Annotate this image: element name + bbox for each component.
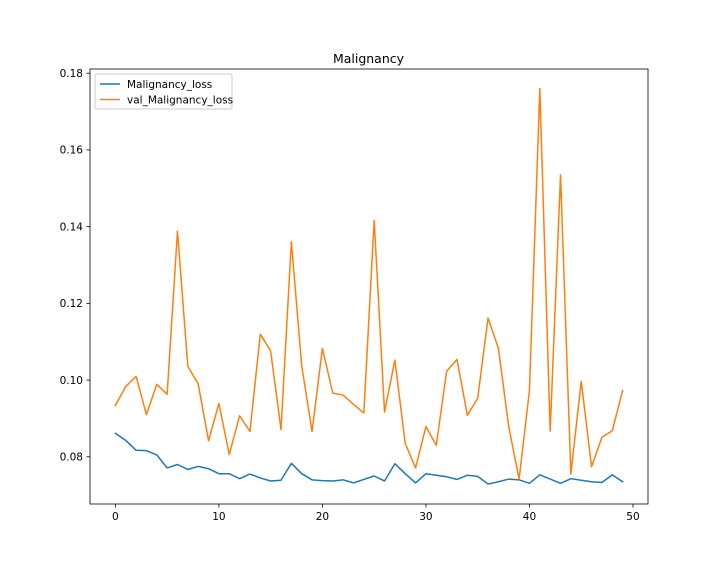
y-axis: 0.08 0.10 0.12 0.14 0.16 0.18 bbox=[60, 68, 90, 464]
series-line-0 bbox=[114, 432, 624, 485]
x-tick-label: 10 bbox=[212, 511, 225, 523]
x-tick-label: 50 bbox=[626, 511, 639, 523]
y-tick-label: 0.08 bbox=[60, 452, 83, 464]
chart-title: Malignancy bbox=[333, 51, 405, 66]
y-tick-label: 0.16 bbox=[60, 145, 84, 157]
series-layer bbox=[114, 87, 624, 485]
x-tick-label: 30 bbox=[419, 511, 432, 523]
plot-frame bbox=[89, 68, 649, 505]
legend-label-0: Malignancy_loss bbox=[127, 79, 212, 91]
series-line-1 bbox=[114, 87, 624, 480]
x-axis: 0 10 20 30 40 50 bbox=[112, 504, 640, 523]
legend-box bbox=[94, 73, 233, 110]
x-tick-label: 20 bbox=[316, 511, 329, 523]
y-tick-label: 0.18 bbox=[60, 68, 83, 80]
x-tick-label: 0 bbox=[112, 511, 119, 523]
legend: Malignancy_loss val_Malignancy_loss bbox=[94, 73, 233, 110]
y-tick-label: 0.14 bbox=[60, 221, 84, 233]
legend-label-1: val_Malignancy_loss bbox=[127, 94, 233, 106]
x-tick-label: 40 bbox=[523, 511, 536, 523]
y-tick-label: 0.12 bbox=[60, 298, 83, 310]
y-tick-label: 0.10 bbox=[60, 375, 83, 387]
